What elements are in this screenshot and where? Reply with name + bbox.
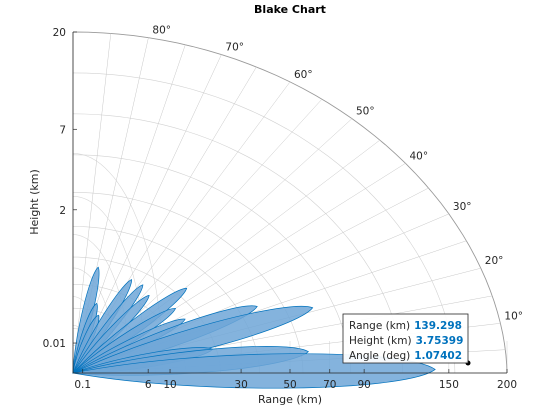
datatip-row-range: Range (km) 139.298 bbox=[349, 320, 462, 332]
angle-tick-label: 10° bbox=[504, 310, 523, 322]
x-tick-label: 50 bbox=[283, 379, 296, 391]
chart-ticks: 0.1 6 10 30 50 70 90 150 200 0.01 2 7 20 10° 20° 30° 40°… bbox=[43, 25, 523, 391]
x-tick-label: 90 bbox=[357, 379, 370, 391]
angle-tick-label: 80° bbox=[152, 25, 171, 37]
x-tick-label: 70 bbox=[323, 379, 336, 391]
y-tick-label: 20 bbox=[53, 27, 66, 39]
angle-tick-label: 60° bbox=[294, 69, 313, 81]
datatip-row-angle: Angle (deg) 1.07402 bbox=[349, 350, 462, 362]
chart-title: Blake Chart bbox=[254, 3, 326, 16]
angle-tick-label: 30° bbox=[453, 201, 472, 213]
y-axis-label: Height (km) bbox=[28, 169, 41, 235]
datatip-row-height: Height (km) 3.75399 bbox=[349, 335, 463, 347]
angle-tick-label: 70° bbox=[225, 42, 244, 54]
y-tick-label: 7 bbox=[59, 124, 66, 136]
elevation-ray bbox=[72, 33, 112, 374]
x-axis-label: Range (km) bbox=[258, 393, 322, 406]
x-tick-label: 0.1 bbox=[74, 379, 91, 391]
chart-lobes bbox=[72, 266, 436, 389]
angle-tick-label: 40° bbox=[410, 150, 429, 162]
x-tick-label: 30 bbox=[234, 379, 247, 391]
x-tick-label: 200 bbox=[497, 379, 517, 391]
y-tick-label: 0.01 bbox=[43, 338, 66, 350]
x-tick-label: 10 bbox=[163, 379, 176, 391]
angle-tick-label: 20° bbox=[485, 255, 504, 267]
datatip-box bbox=[342, 313, 469, 364]
x-tick-label: 6 bbox=[145, 379, 152, 391]
angle-tick-label: 50° bbox=[356, 106, 375, 118]
x-tick-label: 150 bbox=[439, 379, 459, 391]
y-tick-label: 2 bbox=[59, 205, 66, 217]
datatip[interactable]: Range (km) 139.298 Height (km) 3.75399 Ang… bbox=[342, 313, 471, 366]
